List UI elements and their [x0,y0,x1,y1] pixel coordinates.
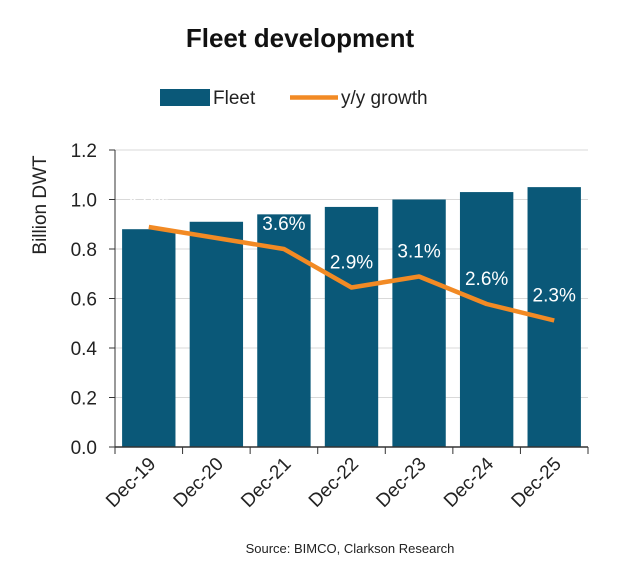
growth-line [148,224,555,323]
y-tick-label: 0.6 [71,290,97,311]
x-tick-labels: Dec-19 Dec-20 Dec-21 Dec-22 Dec-23 Dec-24 Dec-… [102,453,566,511]
data-labels: 4.0% 3.8% 3.6% 2.9% 3.1% 2.6% 2.3% [127,192,576,307]
growth-data-label: 3.1% [397,242,440,263]
bar-fleet [324,206,379,447]
y-axis-label: Billion DWT [30,155,51,255]
bar-fleet [459,192,514,447]
source-note: Source: BIMCO, Clarkson Research [246,541,455,556]
y-tick-label: 0.4 [71,339,98,360]
legend: Fleet y/y growth [160,88,428,109]
growth-data-label: 2.9% [330,253,373,274]
bar-fleet [392,199,446,447]
bar-fleet [122,229,176,447]
x-tick-label: Dec-21 [237,454,295,512]
growth-data-label: 2.3% [533,286,576,307]
growth-data-label: 3.6% [262,214,305,235]
x-tick-label: Dec-19 [102,454,160,512]
x-tick-label: Dec-24 [440,453,498,511]
bars [122,187,581,447]
y-tick-label: 0.0 [71,438,97,459]
bar-fleet [257,214,311,447]
legend-fleet-label: Fleet [213,88,256,109]
legend-growth-label: y/y growth [341,88,428,109]
y-tick-label: 0.2 [71,389,97,410]
legend-fleet-swatch [160,89,210,106]
chart-title: Fleet development [186,23,415,53]
y-tick-labels: 0.0 0.2 0.4 0.6 0.8 1.0 1.2 [71,141,98,459]
growth-data-label: 4.0% [127,192,170,213]
growth-data-label: 3.8% [195,203,238,224]
y-tick-label: 0.8 [71,240,97,261]
y-tick-label: 1.2 [71,141,97,162]
x-tick-label: Dec-25 [508,454,566,512]
bar-fleet [189,221,244,447]
axes [109,149,589,454]
x-tick-label: Dec-23 [372,454,430,512]
y-tick-label: 1.0 [71,191,97,212]
x-tick-label: Dec-22 [305,454,363,512]
x-tick-label: Dec-20 [170,454,228,512]
growth-data-label: 2.6% [465,269,508,290]
